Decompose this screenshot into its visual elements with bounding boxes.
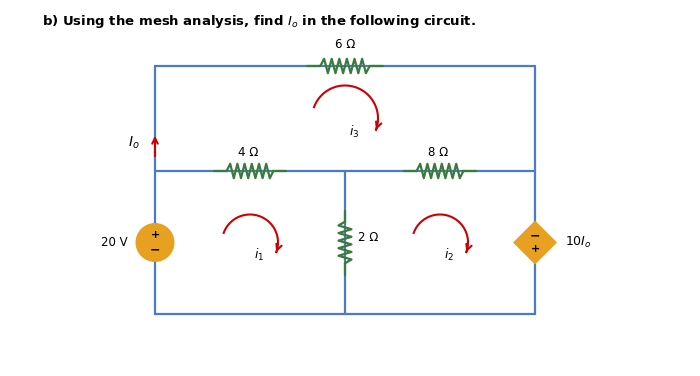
Text: $i_1$: $i_1$ (254, 247, 264, 262)
Text: 20 V: 20 V (101, 236, 127, 249)
Text: 4 Ω: 4 Ω (238, 146, 258, 159)
Text: $i_3$: $i_3$ (349, 123, 359, 139)
Text: +: + (150, 230, 160, 240)
Text: 6 Ω: 6 Ω (335, 38, 355, 50)
Text: +: + (531, 244, 540, 255)
Polygon shape (513, 220, 557, 264)
Text: $i_2$: $i_2$ (444, 247, 454, 262)
Text: $I_o$: $I_o$ (128, 135, 140, 151)
Text: −: − (530, 229, 540, 242)
Text: 2 Ω: 2 Ω (358, 231, 379, 244)
Text: −: − (150, 243, 160, 256)
Text: 8 Ω: 8 Ω (428, 146, 448, 159)
Text: $10I_o$: $10I_o$ (565, 235, 592, 250)
Circle shape (136, 223, 174, 262)
Text: b) Using the mesh analysis, find $I_o$ in the following circuit.: b) Using the mesh analysis, find $I_o$ i… (42, 12, 476, 29)
